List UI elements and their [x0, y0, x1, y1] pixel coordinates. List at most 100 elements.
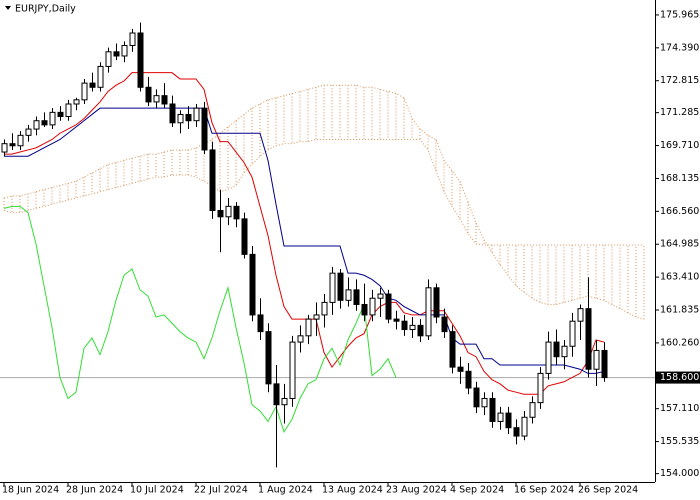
y-tick-label: 174.390 — [660, 42, 699, 53]
candle-body — [449, 331, 456, 368]
candle-body — [193, 107, 200, 122]
candle-body — [25, 128, 32, 136]
candle-body — [209, 149, 216, 212]
candle-body — [561, 345, 568, 358]
x-tick-label: 13 Aug 2024 — [322, 485, 383, 496]
candle-body — [329, 272, 336, 303]
candle-body — [169, 103, 176, 124]
candle-body — [65, 103, 72, 118]
candle-body — [537, 372, 544, 404]
candle-body — [217, 210, 224, 218]
candle-body — [1, 143, 8, 153]
x-tick-label: 1 Aug 2024 — [258, 485, 313, 496]
candle-body — [73, 99, 80, 105]
candle-body — [377, 293, 384, 299]
y-tick-label: 172.815 — [660, 75, 699, 86]
candle-body — [105, 51, 112, 67]
candle-body — [489, 397, 496, 422]
candle-body — [385, 293, 392, 320]
candle-body — [89, 82, 96, 88]
candle-body — [481, 397, 488, 408]
candle-body — [545, 341, 552, 374]
candle-body — [417, 324, 424, 337]
candle-body — [353, 289, 360, 305]
candle-body — [409, 324, 416, 331]
candle-body — [297, 335, 304, 343]
last-price-label: 158.600 — [660, 372, 699, 383]
candle-body — [265, 331, 272, 385]
candles-layer — [1, 22, 608, 468]
candle-body — [433, 287, 440, 318]
candle-body — [17, 134, 24, 147]
axis-layer: 154.000155.535157.110158.685160.260161.8… — [2, 9, 700, 496]
x-tick-label: 23 Aug 2024 — [386, 485, 447, 496]
candle-body — [361, 303, 368, 316]
candle-body — [113, 51, 120, 57]
y-tick-label: 164.985 — [660, 239, 699, 250]
candle-body — [457, 366, 464, 372]
candle-body — [369, 297, 376, 316]
indicator-line — [4, 107, 605, 374]
candle-body — [241, 218, 248, 255]
candle-body — [529, 402, 536, 418]
candle-body — [281, 397, 288, 406]
x-tick-label: 16 Sep 2024 — [514, 485, 574, 496]
candle-body — [145, 86, 152, 103]
candle-body — [257, 314, 264, 333]
candle-body — [129, 32, 136, 47]
candle-body — [521, 416, 528, 437]
candle-body — [473, 387, 480, 408]
candle-body — [153, 95, 160, 103]
candle-body — [497, 412, 504, 422]
y-tick-label: 157.110 — [660, 403, 699, 414]
candle-body — [225, 205, 232, 218]
candle-body — [81, 82, 88, 101]
y-tick-label: 166.560 — [660, 206, 699, 217]
candle-body — [41, 120, 48, 126]
candle-body — [137, 32, 144, 88]
x-tick-label: 18 Jun 2024 — [2, 485, 59, 496]
candle-body — [513, 427, 520, 437]
candle-body — [305, 318, 312, 337]
y-tick-label: 169.710 — [660, 140, 699, 151]
last-price-box — [656, 371, 700, 384]
candle-body — [337, 272, 344, 301]
candle-body — [201, 107, 208, 151]
candle-body — [273, 383, 280, 406]
candle-body — [505, 412, 512, 429]
candle-body — [9, 143, 16, 147]
x-tick-label: 4 Sep 2024 — [450, 485, 504, 496]
x-tick-label: 10 Jul 2024 — [130, 485, 184, 496]
candle-body — [177, 113, 184, 124]
candle-body — [425, 287, 432, 337]
y-tick-label: 155.535 — [660, 436, 699, 447]
x-tick-label: 28 Jun 2024 — [66, 485, 123, 496]
candle-body — [577, 308, 584, 322]
candle-body — [593, 349, 600, 370]
candle-body — [161, 95, 168, 105]
y-tick-label: 160.260 — [660, 337, 699, 348]
candle-body — [321, 301, 328, 316]
candle-body — [569, 320, 576, 347]
x-tick-label: 22 Jul 2024 — [194, 485, 248, 496]
title-arrow — [5, 6, 11, 10]
candle-body — [553, 341, 560, 358]
candle-body — [401, 320, 408, 331]
y-tick-label: 163.410 — [660, 272, 699, 283]
candle-body — [97, 65, 104, 88]
y-tick-label: 168.135 — [660, 173, 699, 184]
y-tick-label: 161.835 — [660, 305, 699, 316]
cloud-layer — [3, 84, 645, 320]
y-tick-label: 171.285 — [660, 107, 699, 118]
candle-body — [289, 341, 296, 399]
candle-body — [585, 308, 592, 370]
candle-body — [49, 111, 56, 126]
candle-body — [185, 113, 192, 122]
lines-layer — [0, 72, 655, 434]
candle-body — [249, 253, 256, 316]
candle-body — [233, 205, 240, 220]
candle-body — [313, 314, 320, 320]
